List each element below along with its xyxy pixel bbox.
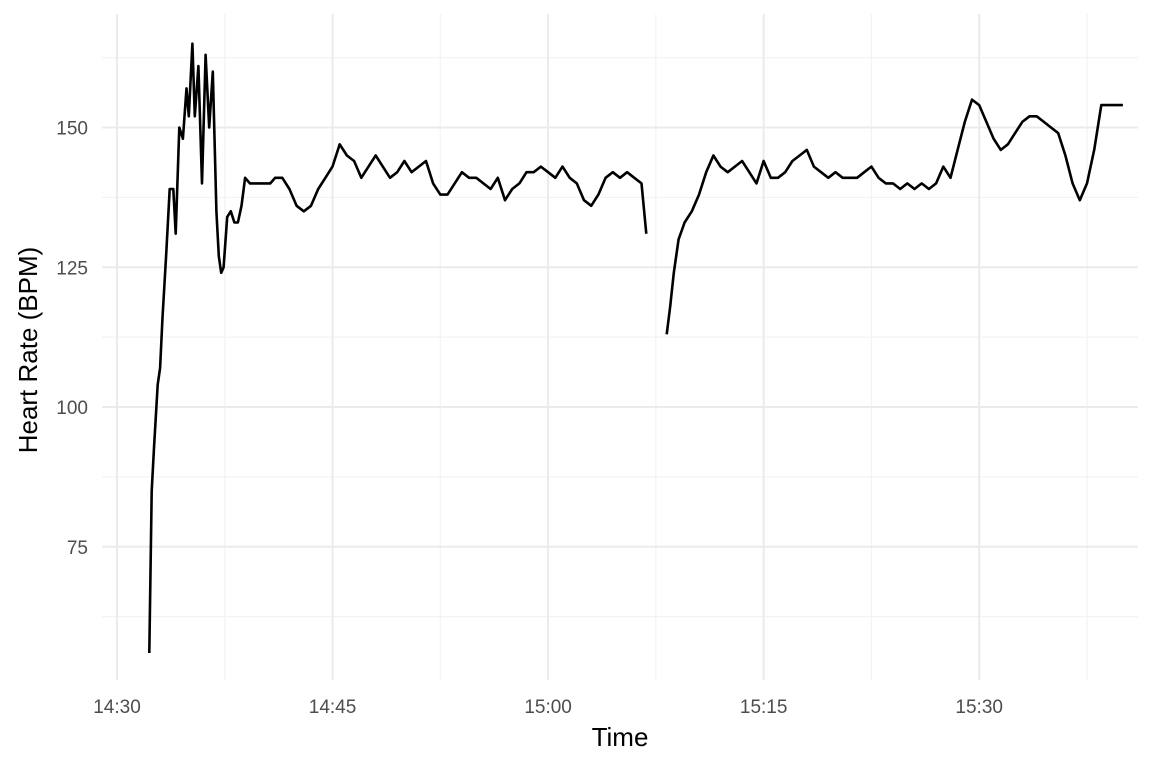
x-tick-label: 14:45 <box>309 697 357 718</box>
y-tick-label: 125 <box>56 258 88 279</box>
y-axis-title: Heart Rate (BPM) <box>13 247 43 454</box>
minor-x-gridlines <box>224 14 1088 680</box>
y-tick-label: 75 <box>67 538 88 559</box>
major-x-gridlines <box>116 14 981 680</box>
x-tick-label: 15:30 <box>955 697 1003 718</box>
x-tick-label: 15:15 <box>740 697 788 718</box>
heart-rate-series <box>148 42 1123 654</box>
major-y-gridlines <box>102 126 1138 548</box>
x-axis-tick-labels: 14:30 14:45 15:00 15:15 15:30 <box>93 697 1003 718</box>
minor-y-gridlines <box>102 57 1138 618</box>
heart-rate-line-segment <box>148 42 648 654</box>
x-tick-label: 14:30 <box>93 697 141 718</box>
y-tick-label: 150 <box>56 119 88 140</box>
x-tick-label: 15:00 <box>524 697 572 718</box>
y-tick-label: 100 <box>56 398 88 419</box>
x-axis-title: Time <box>592 722 649 752</box>
heart-rate-line-segment <box>665 98 1123 335</box>
y-axis-tick-labels: 75 100 125 150 <box>56 119 88 559</box>
